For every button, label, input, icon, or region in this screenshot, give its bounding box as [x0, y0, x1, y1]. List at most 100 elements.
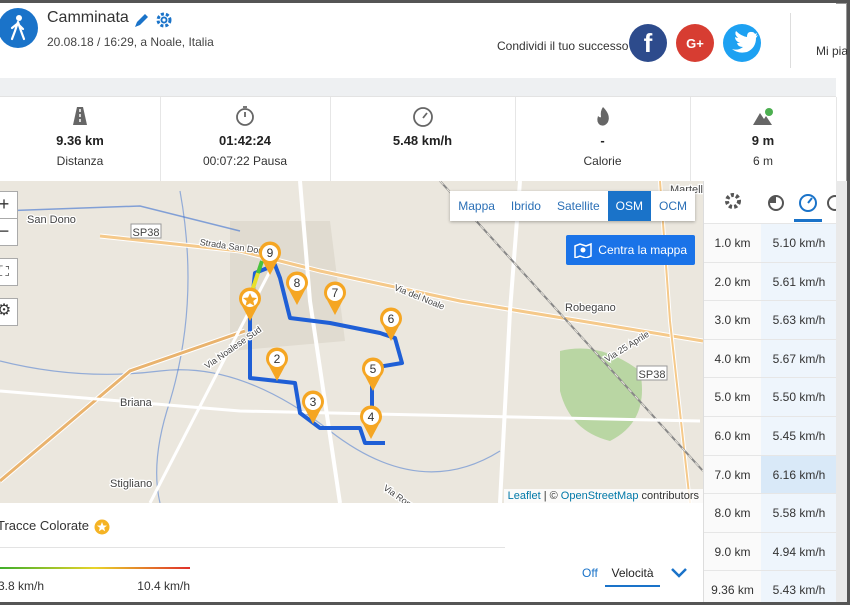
split-row: 2.0 km 5.61 km/h	[704, 261, 837, 301]
separator-band	[0, 78, 836, 96]
split-speed: 6.16 km/h	[761, 455, 837, 494]
center-map-button[interactable]: Centra la mappa	[566, 235, 695, 265]
stat: - Calorie	[515, 97, 691, 182]
start-marker	[239, 287, 261, 321]
pin-inner	[327, 285, 343, 301]
zoom-in[interactable]: +	[0, 191, 18, 219]
split-speed: 5.67 km/h	[761, 339, 837, 378]
leaflet-link[interactable]: Leaflet	[507, 490, 541, 502]
pin-inner	[365, 361, 381, 377]
split-distance: 8.0 km	[704, 494, 761, 533]
split-row: 9.36 km 5.43 km/h	[704, 570, 837, 602]
stat-value: 9 m	[751, 133, 775, 148]
activity-subtitle: 20.08.18 / 16:29, a Noale, Italia	[47, 35, 214, 49]
split-distance: 7.0 km	[704, 455, 761, 494]
layer-option[interactable]: OCM	[659, 199, 687, 213]
split-row: 4.0 km 5.67 km/h	[704, 338, 837, 378]
header: Camminata 20.08.18 / 16:29, a Noale, Ita…	[0, 3, 847, 78]
speed-option[interactable]: Velocità	[605, 566, 660, 587]
scrollbar[interactable]	[836, 181, 847, 602]
km-marker-label: 8	[294, 276, 301, 290]
split-distance: 6.0 km	[704, 417, 761, 455]
split-speed: 5.10 km/h	[761, 224, 837, 262]
km-marker-label: 6	[388, 312, 395, 326]
stat: 01:42:24 00:07:22 Pausa	[160, 97, 331, 182]
pin-inner	[363, 409, 379, 425]
stat-icon	[753, 108, 773, 125]
dropdown-chevron[interactable]	[670, 567, 688, 579]
split-distance: 5.0 km	[704, 378, 761, 417]
place-label: Stigliano	[110, 478, 152, 490]
speed-gradient	[0, 567, 190, 569]
pin-inner	[262, 245, 278, 261]
layer-option[interactable]: Ibrido	[510, 199, 541, 213]
place-label: Robegano	[565, 302, 616, 314]
social-buttons[interactable]: f G+	[626, 21, 766, 67]
divider	[790, 13, 791, 68]
place-label: Briana	[120, 397, 153, 409]
layer-option[interactable]: Satellite	[556, 199, 600, 213]
km-marker-label: 9	[267, 246, 274, 260]
split-speed: 5.50 km/h	[761, 378, 837, 417]
road-shield	[130, 223, 162, 239]
splits-panel: 1.0 km 5.10 km/h 2.0 km 5.61 km/h 3.0 km 5.63…	[703, 181, 837, 602]
stat-icon	[236, 106, 254, 126]
split-speed: 5.43 km/h	[761, 571, 837, 602]
activity-icon	[0, 8, 38, 48]
split-row: 9.0 km 4.94 km/h	[704, 531, 837, 571]
gradient-min: 3.8 km/h	[0, 579, 45, 593]
km-marker-label: 7	[332, 286, 339, 300]
stat-value: 5.48 km/h	[392, 133, 453, 148]
split-speed: 4.94 km/h	[761, 532, 837, 571]
km-marker: 8	[286, 271, 308, 305]
layer-option[interactable]: OSM	[607, 191, 651, 221]
splits-header-icons	[725, 193, 837, 222]
osm-link[interactable]: OpenStreetMap	[560, 490, 639, 502]
map-settings[interactable]: ⚙	[0, 298, 18, 326]
pin-inner	[269, 351, 285, 367]
color-tracks-title: Tracce Colorate	[0, 518, 89, 533]
split-speed: 5.61 km/h	[761, 262, 837, 301]
edit-icons[interactable]	[132, 11, 177, 31]
km-marker-label: 3	[310, 395, 317, 409]
stat-value: -	[600, 133, 605, 148]
zoom-out[interactable]: −	[0, 218, 18, 246]
split-distance: 4.0 km	[704, 339, 761, 378]
off-option[interactable]: Off	[582, 566, 598, 580]
split-speed: 5.58 km/h	[761, 494, 837, 533]
share-text: Condividi il tuo successo	[497, 39, 629, 53]
km-marker: 5	[362, 357, 384, 391]
km-marker-label: 5	[370, 362, 377, 376]
svg-text:G+: G+	[686, 36, 704, 51]
place-label: San Dono	[27, 214, 76, 226]
split-row: 3.0 km 5.63 km/h	[704, 300, 837, 340]
center-icon	[574, 242, 593, 258]
split-row: 5.0 km 5.50 km/h	[704, 377, 837, 417]
stats-row: 9.36 km Distanza 01:42:24 00:07:22 Pausa 5.4…	[0, 96, 837, 182]
map[interactable]: San Dono SP38 Strada San Dono Robegano Brian…	[0, 181, 703, 503]
split-speed: 5.45 km/h	[761, 417, 837, 455]
pin-inner	[305, 394, 321, 410]
stat-icon	[73, 107, 87, 125]
km-marker-label: 4	[368, 410, 375, 424]
split-row: 1.0 km 5.10 km/h	[704, 223, 837, 262]
stat-value: 9.36 km	[56, 133, 104, 148]
km-marker: 6	[380, 307, 402, 341]
split-row: 6.0 km 5.45 km/h	[704, 416, 837, 455]
star	[243, 293, 257, 306]
fullscreen[interactable]: ⛶	[0, 258, 18, 286]
pin-inner	[383, 311, 399, 327]
km-marker: 2	[266, 347, 288, 381]
km-marker: 9	[259, 241, 282, 275]
km-marker: 3	[302, 390, 325, 424]
divider	[0, 547, 505, 548]
gradient-max: 10.4 km/h	[137, 579, 190, 593]
attribution-separator: | ©	[543, 490, 558, 502]
stat-icon	[596, 107, 609, 126]
stat-label: Distanza	[56, 154, 104, 168]
place-label: SP38	[133, 227, 160, 239]
layer-option[interactable]: Mappa	[458, 199, 495, 213]
center-map-label: Centra la mappa	[598, 243, 687, 257]
